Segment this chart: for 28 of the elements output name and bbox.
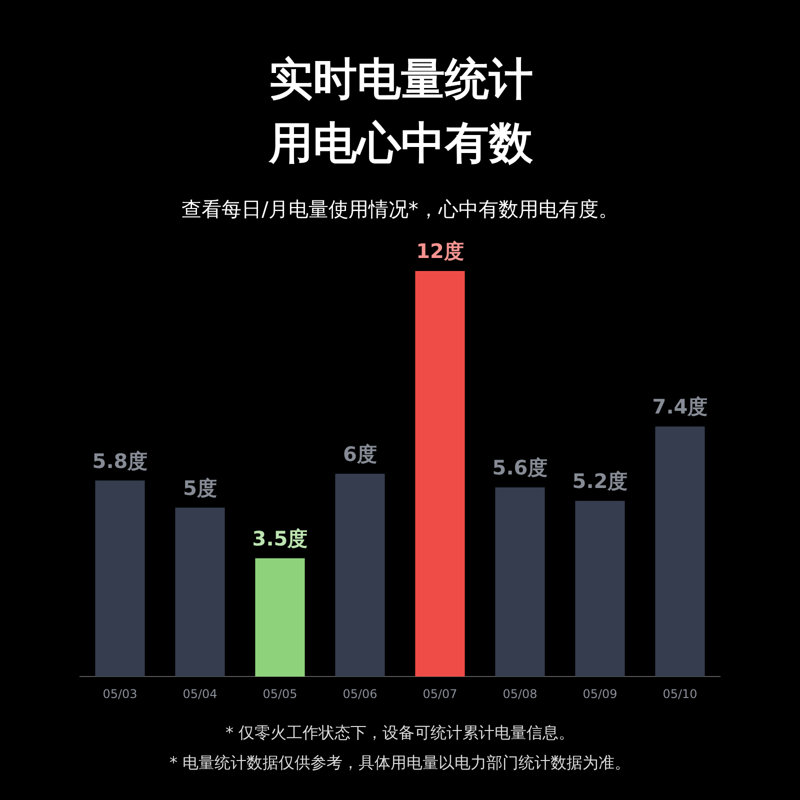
- data-label: 6度: [343, 442, 377, 466]
- bar: [415, 271, 465, 677]
- text: * 电量统计数据仅供参考，具体用电量以电力部门统计数据为准。: [168, 752, 632, 774]
- data-label: 5.6度: [492, 456, 548, 480]
- x-tick-label: 05/08: [502, 686, 538, 701]
- x-tick-label: 05/04: [182, 686, 218, 701]
- x-tick-label: 05/07: [422, 686, 458, 701]
- bar: [255, 558, 305, 677]
- chart-subtitle: 查看每日/月电量使用情况*，心中有数用电有度。: [180, 196, 620, 223]
- x-tick-label: 05/10: [662, 686, 698, 701]
- data-label: 7.4度: [652, 394, 708, 419]
- bar: [175, 508, 225, 677]
- data-label: 5.2度: [572, 469, 628, 494]
- bar: [495, 487, 545, 677]
- x-tick-label: 05/05: [262, 686, 298, 701]
- bar: [575, 500, 625, 677]
- bar: [95, 480, 145, 677]
- data-label: 3.5度: [252, 526, 308, 551]
- x-tick-label: 05/06: [342, 686, 378, 701]
- x-tick-label: 05/03: [102, 686, 138, 701]
- data-label: 5度: [183, 476, 217, 500]
- bar: [335, 474, 385, 677]
- data-label: 5.8度: [92, 448, 148, 473]
- text: * 仅零火工作状态下，设备可统计累计电量信息。: [224, 722, 576, 744]
- data-label: 12度: [416, 239, 464, 264]
- chart-title: 实时电量统计用电心中有数: [268, 53, 534, 171]
- x-tick-label: 05/09: [582, 686, 618, 701]
- bar: [655, 426, 705, 677]
